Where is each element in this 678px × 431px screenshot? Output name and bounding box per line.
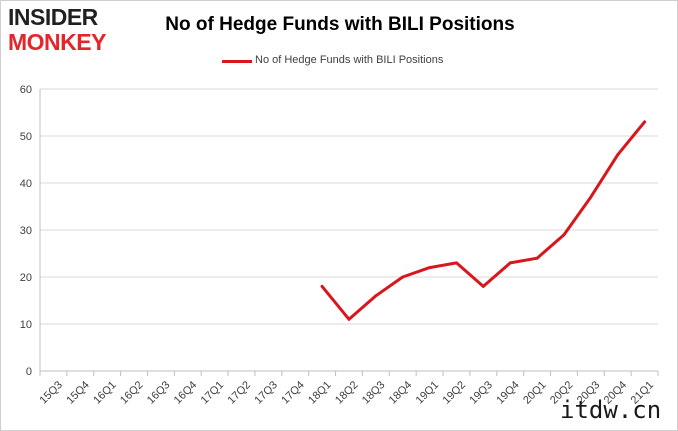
data-point: [320, 285, 324, 288]
x-tick-label: 16Q4: [172, 379, 200, 407]
x-tick-label: 19Q4: [494, 379, 522, 407]
x-tick-label: 18Q3: [360, 379, 388, 407]
data-point: [374, 294, 378, 298]
x-tick-label: 20Q1: [521, 379, 549, 407]
x-tick-label: 18Q1: [306, 379, 334, 407]
x-tick-label: 17Q2: [226, 379, 254, 407]
x-tick-label: 19Q3: [467, 379, 495, 407]
data-point: [535, 256, 539, 260]
y-tick-label: 40: [20, 178, 32, 190]
watermark: itdw.cn: [560, 396, 662, 424]
x-tick-label: 17Q4: [279, 379, 307, 407]
data-point: [481, 285, 485, 288]
data-point: [643, 120, 646, 124]
x-tick-label: 17Q1: [199, 379, 227, 407]
data-point: [589, 195, 593, 199]
data-point: [428, 266, 432, 269]
y-tick-label: 30: [20, 225, 32, 237]
legend-swatch: [222, 60, 252, 63]
x-tick-label: 19Q1: [414, 379, 442, 407]
chart-title: No of Hedge Funds with BILI Positions: [165, 14, 515, 35]
x-tick-label: 17Q3: [252, 379, 280, 407]
data-point: [347, 317, 351, 321]
series-line: [320, 120, 647, 321]
data-point: [455, 261, 458, 265]
y-tick-label: 0: [26, 366, 32, 378]
y-tick-label: 20: [20, 272, 32, 284]
data-point: [401, 275, 405, 279]
logo-line-1: INSIDER: [8, 4, 98, 30]
x-tick-label: 16Q2: [118, 379, 146, 407]
legend-label: No of Hedge Funds with BILI Positions: [255, 54, 444, 66]
x-tick-label: 19Q2: [441, 379, 469, 407]
x-tick-label: 15Q4: [64, 379, 92, 407]
data-point: [616, 153, 620, 157]
data-point: [508, 261, 512, 265]
x-tick-label: 18Q2: [333, 379, 361, 407]
data-point: [562, 233, 566, 237]
x-tick-label: 18Q4: [387, 379, 415, 407]
logo-line-2: MONKEY: [8, 29, 106, 55]
y-tick-label: 10: [20, 319, 32, 331]
x-tick-label: 16Q1: [91, 379, 119, 407]
y-tick-label: 60: [20, 84, 32, 96]
insider-monkey-logo: INSIDER MONKEY: [8, 6, 130, 56]
x-tick-label: 16Q3: [145, 379, 173, 407]
y-tick-label: 50: [20, 131, 32, 143]
x-tick-label: 15Q3: [37, 379, 65, 407]
